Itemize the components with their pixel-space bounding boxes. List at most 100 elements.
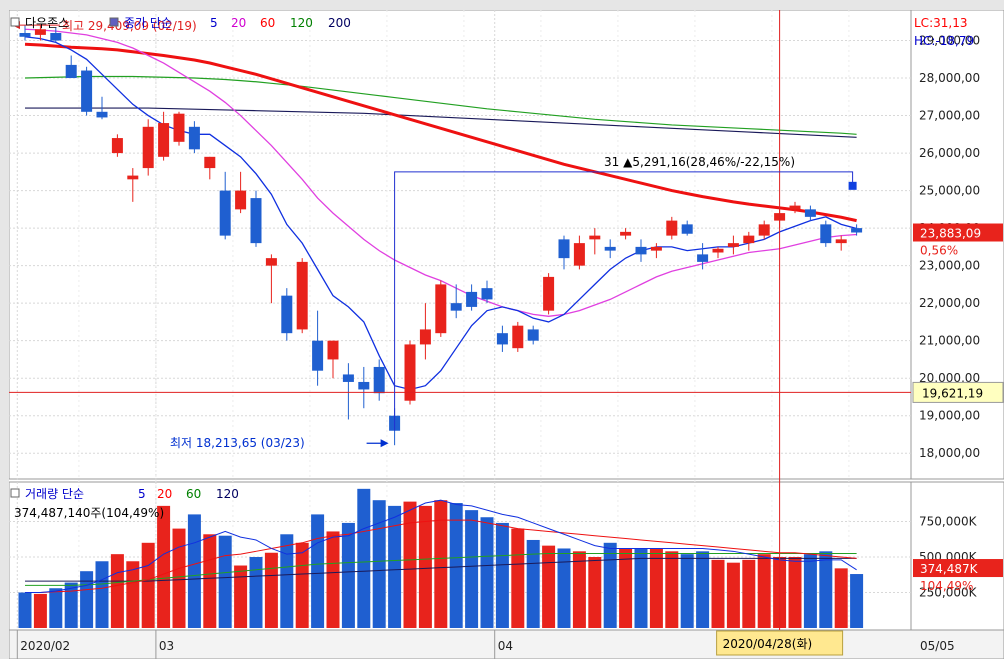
price-tick-label: 21,000,00 xyxy=(919,334,980,348)
volume-bar xyxy=(495,522,509,628)
candle-body xyxy=(281,295,293,334)
candle-body xyxy=(50,33,62,41)
candle-body xyxy=(127,175,139,180)
ma-legend-period-5: 5 xyxy=(210,16,218,30)
candle-body xyxy=(219,190,231,236)
current-price-label: 23,883,09 xyxy=(920,227,981,241)
candle-body xyxy=(312,340,324,371)
volume-axis-area xyxy=(910,481,1004,631)
candle-body xyxy=(697,254,709,262)
candle-body xyxy=(589,235,601,240)
price-tick-label: 29,000,00 xyxy=(919,34,980,48)
candle xyxy=(789,201,801,214)
candle-body xyxy=(481,288,493,300)
current-volume-pct: 104,49% xyxy=(920,579,973,593)
volume-bar xyxy=(157,505,171,628)
candle xyxy=(558,235,570,270)
candle xyxy=(158,111,170,161)
candle-body xyxy=(635,246,647,255)
candle-body xyxy=(435,284,447,334)
candle-body xyxy=(512,325,524,349)
candle xyxy=(697,243,709,270)
volume-bar xyxy=(64,582,78,628)
volume-bar xyxy=(819,551,833,628)
candle-body xyxy=(820,224,832,244)
volume-bar xyxy=(557,548,571,628)
candle-body xyxy=(142,126,154,169)
date-tick-label: 04 xyxy=(498,639,513,653)
candle xyxy=(111,134,123,157)
low-annotation: 최저 18,213,65 (03/23) xyxy=(170,436,305,450)
candle-body xyxy=(373,366,385,394)
volume-bar xyxy=(141,542,155,628)
date-tick-label: 03 xyxy=(159,639,174,653)
candle xyxy=(604,239,616,259)
current-volume-box xyxy=(913,559,1003,578)
candle xyxy=(219,171,231,240)
candle xyxy=(681,220,693,236)
hc-label: HC:-18,79 xyxy=(914,34,974,48)
candle-body xyxy=(681,224,693,234)
candle xyxy=(804,205,816,221)
candle-body xyxy=(496,333,508,345)
volume-bar xyxy=(603,542,617,628)
candle xyxy=(573,235,585,270)
volume-bar xyxy=(465,510,479,628)
volume-bar xyxy=(711,559,725,628)
candle xyxy=(327,340,339,379)
volume-bar xyxy=(49,588,63,628)
candle xyxy=(250,190,262,247)
candle xyxy=(419,303,431,360)
candle-body xyxy=(573,243,585,266)
candle xyxy=(358,366,370,409)
volume-bar xyxy=(249,557,263,628)
candle xyxy=(50,27,62,43)
candle-body xyxy=(543,276,555,311)
volume-bar xyxy=(80,571,94,628)
volume-bar xyxy=(280,534,294,628)
volume-bar xyxy=(172,528,186,628)
candle-body xyxy=(81,70,93,112)
volume-bar xyxy=(311,514,325,628)
candle-body xyxy=(758,224,770,236)
candle xyxy=(450,284,462,319)
volume-bar xyxy=(341,522,355,628)
candle xyxy=(204,156,216,180)
candle-body xyxy=(666,220,678,236)
candle xyxy=(758,220,770,240)
price-tick-label: 22,000,00 xyxy=(919,296,980,310)
candle-body xyxy=(204,156,216,169)
volume-ma5-line xyxy=(25,499,857,593)
candle xyxy=(743,231,755,251)
ma200-line xyxy=(25,107,857,138)
candle-body xyxy=(296,261,308,330)
volume-ma20-line xyxy=(25,519,857,593)
candle-body xyxy=(466,291,478,307)
current-volume-label: 374,487K xyxy=(920,562,979,576)
ma120-line xyxy=(24,75,857,135)
volume-bar xyxy=(788,557,802,628)
candle-body xyxy=(804,209,816,217)
volume-bar xyxy=(634,548,648,628)
candle-body xyxy=(404,344,416,401)
volume-bar xyxy=(403,501,417,628)
volume-bar xyxy=(511,528,525,628)
crosshair-date-label: 2020/04/28(화) xyxy=(723,637,813,651)
volume-bar xyxy=(18,592,32,628)
candle xyxy=(188,121,200,154)
volume-legend-period-20: 20 xyxy=(157,487,172,501)
candle-body xyxy=(835,239,847,244)
price-tick-label: 23,000,00 xyxy=(919,259,980,273)
candle xyxy=(820,220,832,247)
candle-body xyxy=(558,239,570,259)
candle xyxy=(650,243,662,259)
volume-legend-period-5: 5 xyxy=(138,487,146,501)
volume-bar xyxy=(726,562,740,628)
candle-body xyxy=(712,248,724,253)
volume-bar xyxy=(372,500,386,628)
candle xyxy=(81,66,93,116)
candle xyxy=(373,359,385,401)
range-annotation: 31 ▲5,291,16(28,46%/-22,15%) xyxy=(604,155,795,169)
